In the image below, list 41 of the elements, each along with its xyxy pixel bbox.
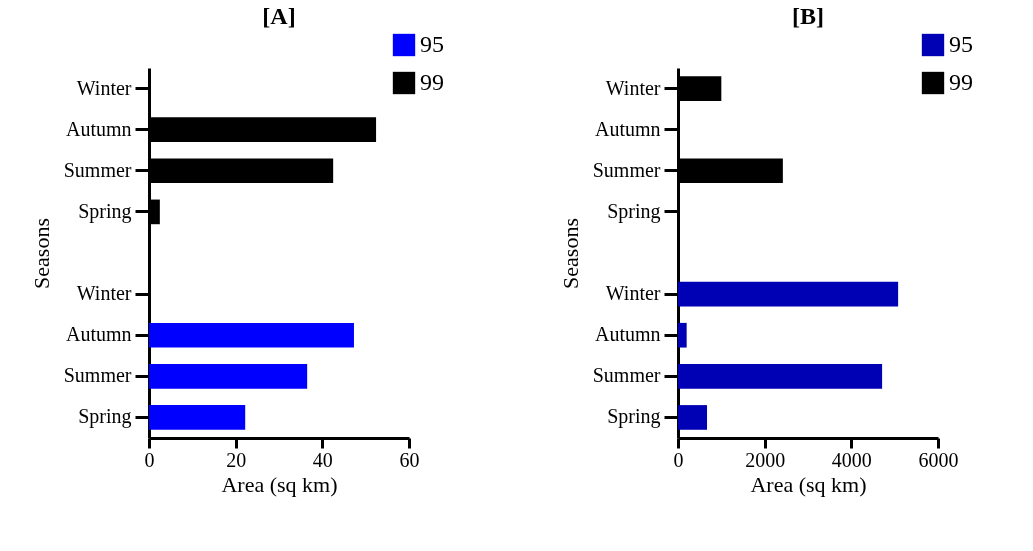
chart-title: [B] — [792, 3, 824, 29]
bar — [678, 281, 899, 307]
bar — [149, 405, 246, 430]
x-axis-title: Area (sq km) — [221, 471, 338, 497]
y-tick-label: Summer — [592, 364, 661, 387]
y-tick-label: Spring — [607, 199, 661, 223]
bar — [678, 405, 708, 430]
y-tick-label: Autumn — [65, 323, 132, 346]
x-tick-label: 2000 — [745, 448, 786, 471]
y-tick-label: Winter — [76, 282, 132, 305]
y-tick-label: Autumn — [65, 117, 132, 140]
bar — [678, 322, 687, 348]
x-tick-label: 6000 — [918, 448, 959, 471]
y-tick-label: Winter — [76, 76, 132, 99]
legend-label: 99 — [420, 69, 444, 95]
x-tick-label: 20 — [226, 448, 247, 471]
y-tick-label: Summer — [63, 158, 132, 181]
legend-label: 95 — [949, 31, 973, 57]
legend-label: 95 — [420, 31, 444, 57]
chart-title: [A] — [262, 3, 296, 29]
bar — [149, 322, 354, 348]
y-tick-label: Spring — [78, 405, 132, 429]
y-tick-label: Autumn — [594, 117, 661, 140]
y-tick-label: Summer — [63, 364, 132, 387]
x-tick-label: 4000 — [831, 448, 872, 471]
y-axis-title: Seasons — [28, 218, 54, 289]
y-tick-label: Winter — [605, 76, 661, 99]
legend-label: 99 — [949, 69, 973, 95]
x-tick-label: 40 — [312, 448, 333, 471]
x-tick-label: 0 — [673, 448, 684, 471]
y-tick-label: Summer — [592, 158, 661, 181]
x-tick-label: 60 — [399, 448, 420, 471]
y-tick-label: Spring — [78, 199, 132, 223]
y-tick-label: Autumn — [594, 323, 661, 346]
y-tick-label: Spring — [607, 405, 661, 429]
x-tick-label: 0 — [144, 448, 155, 471]
y-axis-title: Seasons — [557, 218, 583, 289]
bar — [678, 364, 883, 389]
y-tick-label: Winter — [605, 282, 661, 305]
bar — [149, 364, 308, 389]
x-axis-title: Area (sq km) — [750, 471, 867, 497]
